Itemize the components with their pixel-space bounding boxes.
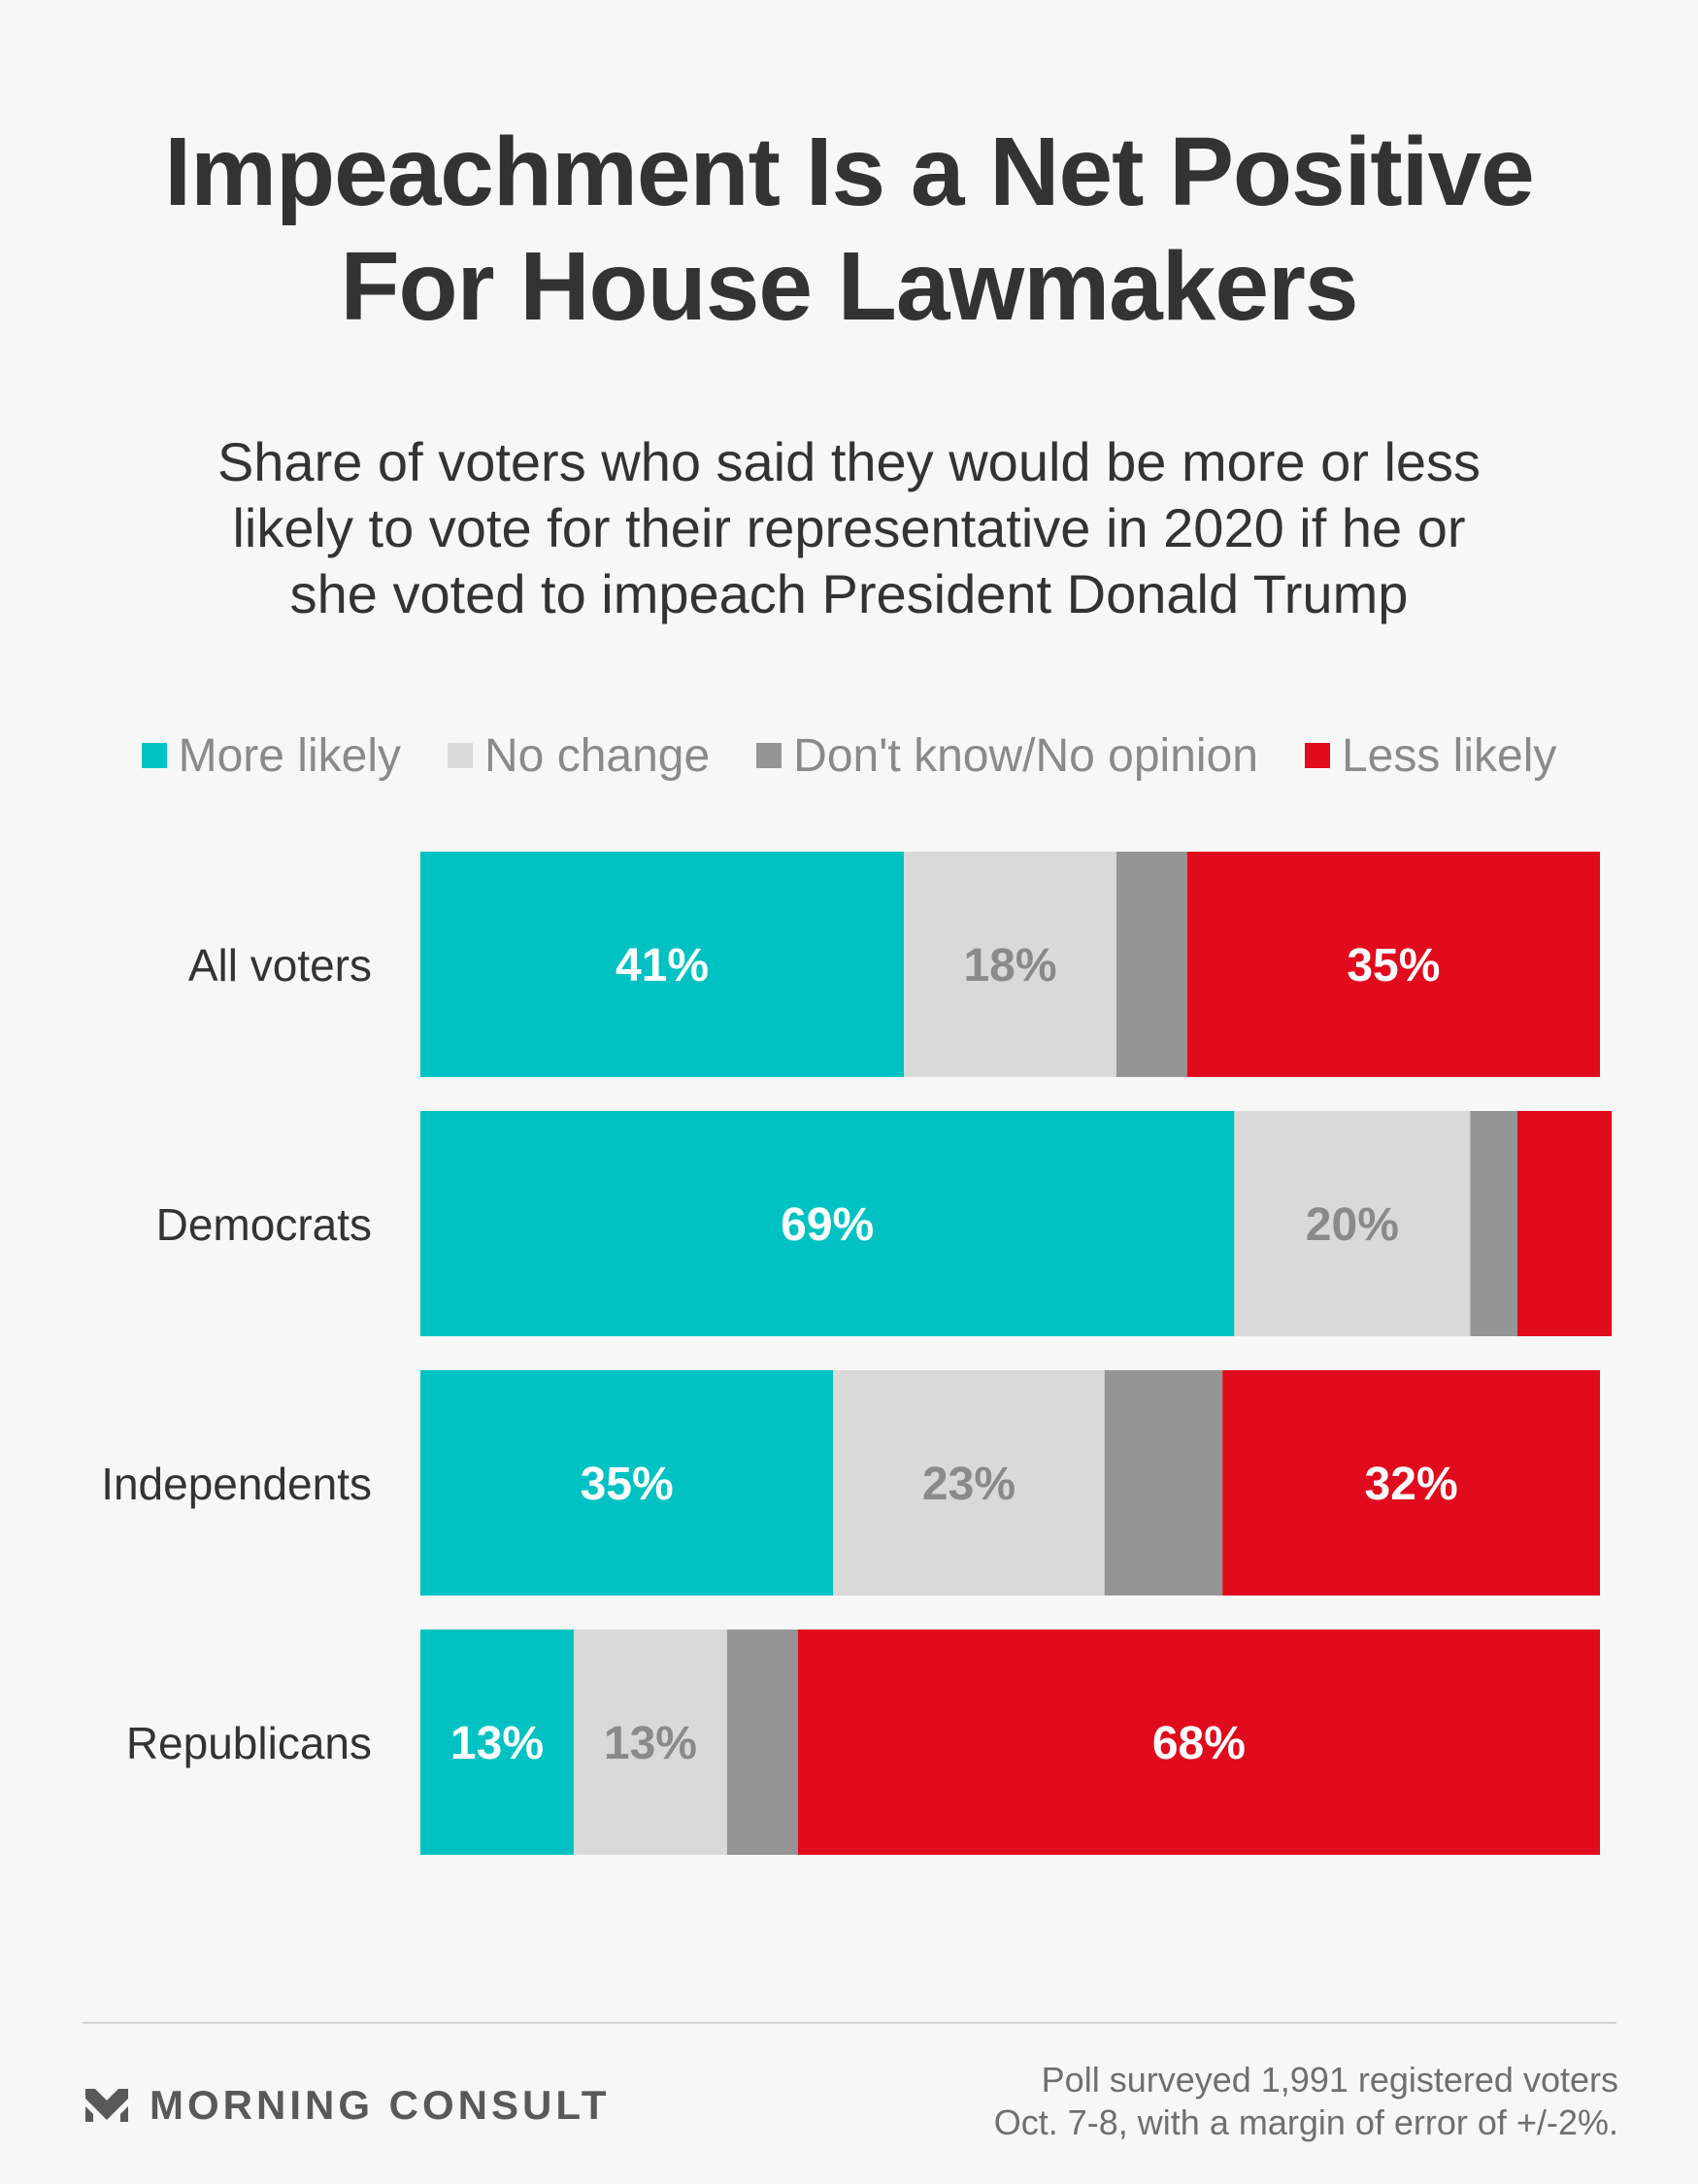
legend-label: More likely (178, 729, 401, 782)
bar-segment (420, 1111, 1235, 1336)
legend-swatch (141, 743, 167, 768)
bar-segment (1470, 1111, 1517, 1336)
bar-segment (573, 1630, 727, 1855)
legend-item-less-likely: Less likely (1304, 729, 1557, 783)
source-line-2: Oct. 7-8, with a margin of error of +/-2… (993, 2102, 1618, 2142)
data-label: 13% (604, 1718, 697, 1769)
chart-title: Impeachment Is a Net Positive For House … (0, 115, 1698, 344)
legend-swatch (448, 743, 473, 768)
bar-segment (1115, 852, 1187, 1077)
source-note: Poll surveyed 1,991 registered voters Oc… (745, 2059, 1618, 2144)
category-label: Republicans (126, 1718, 372, 1768)
title-line-1: Impeachment Is a Net Positive (164, 118, 1534, 226)
bar-segment (1186, 852, 1600, 1077)
data-label: 35% (581, 1459, 674, 1510)
legend-item-more-likely: More likely (141, 729, 401, 783)
legend-label: Don't know/No opinion (793, 729, 1258, 782)
chart-legend: More likely No change Don't know/No opin… (0, 726, 1698, 785)
brand-name: MORNING CONSULT (150, 2082, 611, 2128)
bar-segment (420, 1370, 834, 1596)
data-label: 68% (1152, 1718, 1246, 1769)
legend-item-no-change: No change (448, 729, 710, 783)
data-label: 35% (1347, 940, 1440, 991)
bar-segment (1234, 1111, 1471, 1336)
legend-item-dont-know: Don't know/No opinion (756, 729, 1258, 783)
source-line-1: Poll surveyed 1,991 registered voters (1041, 2060, 1618, 2100)
data-label: 69% (781, 1199, 874, 1251)
subtitle-line-1: Share of voters who said they would be m… (216, 431, 1482, 492)
category-label: All voters (188, 940, 372, 991)
stacked-bar-chart: All voters 41% 18% 35% Democrats 69% 20% Indepe… (101, 852, 1613, 1855)
data-label: 32% (1365, 1459, 1458, 1510)
data-label: 20% (1306, 1199, 1399, 1251)
morning-consult-logo-icon (85, 2089, 128, 2122)
bar-segment (797, 1630, 1600, 1855)
category-label: Independents (101, 1459, 372, 1509)
subtitle-line-3: she voted to impeach President Donald Tr… (289, 563, 1409, 624)
category-label: Democrats (156, 1199, 372, 1250)
legend-swatch (1304, 743, 1330, 768)
legend-swatch (756, 743, 782, 768)
legend-label: Less likely (1341, 729, 1557, 782)
bar-segment (833, 1370, 1105, 1596)
bar-segment (1222, 1370, 1600, 1596)
bar-segment (1516, 1111, 1613, 1336)
bar-segment (420, 852, 905, 1077)
legend-label: No change (484, 729, 711, 782)
footer-divider (83, 2022, 1616, 2024)
data-label: 23% (922, 1459, 1015, 1510)
brand-logo: MORNING CONSULT (85, 2076, 611, 2134)
bar-segment (1104, 1370, 1223, 1596)
subtitle-line-2: likely to vote for their representative … (232, 497, 1466, 558)
data-label: 41% (616, 940, 709, 991)
title-line-2: For House Lawmakers (340, 232, 1358, 341)
data-label: 18% (963, 940, 1056, 991)
chart-subtitle: Share of voters who said they would be m… (97, 429, 1601, 627)
data-label: 13% (450, 1718, 544, 1769)
bar-segment (726, 1630, 798, 1855)
bar-segment (904, 852, 1116, 1077)
bar-segment (420, 1630, 574, 1855)
